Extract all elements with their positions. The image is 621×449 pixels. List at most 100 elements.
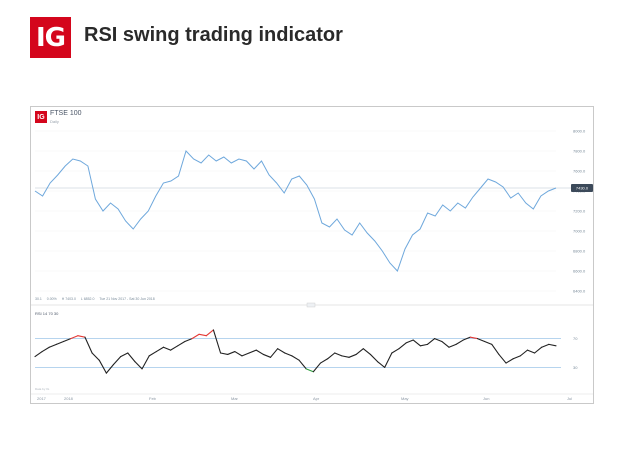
rsi-segment bbox=[77, 335, 86, 338]
rsi-segment bbox=[441, 340, 450, 348]
rsi-segment bbox=[327, 352, 336, 360]
rsi-segment bbox=[362, 348, 371, 355]
rsi-segment bbox=[62, 338, 72, 343]
rsi-segment bbox=[262, 353, 272, 358]
rsi-segment bbox=[234, 351, 243, 357]
rsi-segment bbox=[434, 338, 443, 343]
rsi-settings-label: RSI 14 70 30 bbox=[35, 311, 59, 316]
rsi-segment bbox=[155, 346, 165, 353]
rsi-segment bbox=[241, 352, 250, 357]
rsi-segment bbox=[355, 348, 364, 355]
panel-resize-handle bbox=[306, 302, 316, 308]
rsi-segment bbox=[305, 368, 314, 373]
rsi-segment bbox=[148, 351, 157, 357]
rsi-segment bbox=[384, 352, 393, 368]
rsi-segment bbox=[505, 358, 514, 364]
rsi-level-label: 30 bbox=[573, 365, 578, 370]
rsi-segment bbox=[541, 343, 550, 348]
rsi-level-label: 70 bbox=[573, 336, 578, 341]
rsi-segment bbox=[498, 353, 507, 364]
rsi-segment bbox=[91, 352, 100, 361]
rsi-segment bbox=[369, 353, 379, 363]
rsi-segment bbox=[455, 339, 464, 345]
rsi-segment bbox=[127, 352, 136, 363]
rsi-segment bbox=[70, 335, 79, 340]
ftse-chart[interactable]: 8000.07800.07600.07400.07200.07000.06800… bbox=[31, 107, 593, 403]
rsi-segment bbox=[98, 359, 107, 374]
rsi-segment bbox=[84, 336, 93, 354]
rsi-segment bbox=[334, 352, 343, 357]
rsi-segment bbox=[377, 361, 386, 368]
price-tick-label: 6400.0 bbox=[573, 289, 586, 294]
rsi-segment bbox=[134, 361, 143, 370]
x-tick-label: Apr bbox=[313, 396, 320, 401]
rsi-segment bbox=[227, 351, 236, 355]
rsi-segment bbox=[484, 340, 493, 345]
readout-item: H 7403.0 bbox=[61, 297, 76, 301]
rsi-segment bbox=[269, 348, 279, 358]
rsi-segment bbox=[462, 336, 471, 341]
rsi-segment bbox=[184, 338, 193, 343]
price-tick-label: 8000.0 bbox=[573, 129, 586, 134]
price-tick-label: 7000.0 bbox=[573, 229, 586, 234]
rsi-segment bbox=[170, 345, 179, 351]
price-tick-label: 6600.0 bbox=[573, 269, 586, 274]
readout-item: L 6852.0 bbox=[80, 297, 95, 301]
rsi-segment bbox=[284, 352, 293, 357]
rsi-segment bbox=[220, 352, 229, 355]
x-tick-label: 2018 bbox=[64, 396, 74, 401]
rsi-segment bbox=[412, 339, 421, 347]
rsi-segment bbox=[298, 359, 307, 370]
rsi-segment bbox=[476, 338, 486, 343]
rsi-segment bbox=[112, 356, 122, 366]
instrument-name: FTSE 100 bbox=[50, 110, 82, 117]
rsi-segment bbox=[191, 333, 200, 340]
x-tick-label: 2017 bbox=[37, 396, 47, 401]
chart-panel[interactable]: 8000.07800.07600.07400.07200.07000.06800… bbox=[30, 106, 594, 404]
rsi-segment bbox=[177, 340, 186, 347]
rsi-segment bbox=[491, 343, 500, 355]
rsi-segment bbox=[419, 343, 429, 347]
x-tick-label: Feb bbox=[149, 396, 157, 401]
x-tick-label: Jul bbox=[567, 396, 572, 401]
rsi-segment bbox=[448, 343, 457, 348]
readout-item: 30.1 bbox=[35, 297, 42, 301]
rsi-segment bbox=[469, 336, 479, 340]
price-series-line bbox=[34, 150, 557, 272]
rsi-segment bbox=[519, 349, 529, 357]
rsi-segment bbox=[205, 329, 214, 337]
rsi-segment bbox=[212, 329, 222, 354]
rsi-segment bbox=[120, 352, 129, 358]
rsi-segment bbox=[41, 346, 50, 353]
rsi-segment bbox=[405, 339, 414, 344]
rsi-segment bbox=[198, 333, 207, 337]
instrument-period: Daily bbox=[50, 119, 59, 124]
rsi-segment bbox=[312, 362, 322, 373]
price-tick-label: 7600.0 bbox=[573, 169, 586, 174]
chart-ig-logo: IG bbox=[35, 111, 47, 123]
rsi-segment bbox=[534, 346, 543, 354]
x-tick-label: Jun bbox=[483, 396, 489, 401]
rsi-segment bbox=[248, 349, 257, 354]
current-value-label: 7430.0 bbox=[576, 186, 589, 191]
price-tick-label: 7800.0 bbox=[573, 149, 586, 154]
page-title: RSI swing trading indicator bbox=[84, 24, 343, 46]
rsi-segment bbox=[162, 346, 172, 351]
rsi-segment bbox=[277, 348, 286, 354]
rsi-segment bbox=[55, 340, 65, 345]
current-value-badge bbox=[571, 184, 593, 192]
readout-item: Tue 21 Nov 2017 - Sat 30 Jun 2018 bbox=[99, 297, 155, 301]
rsi-segment bbox=[512, 355, 521, 360]
x-tick-label: May bbox=[401, 396, 409, 401]
price-readout: 30.1 0.00% H 7403.0 L 6852.0 Tue 21 Nov … bbox=[35, 297, 159, 301]
rsi-segment bbox=[391, 348, 400, 354]
rsi-segment bbox=[255, 349, 264, 355]
ig-logo: IG bbox=[30, 17, 71, 58]
rsi-segment bbox=[398, 342, 407, 350]
rsi-segment bbox=[291, 355, 300, 361]
rsi-segment bbox=[319, 358, 329, 364]
rsi-segment bbox=[34, 351, 43, 358]
rsi-segment bbox=[48, 343, 57, 348]
rsi-segment bbox=[526, 349, 536, 354]
rsi-segment bbox=[548, 343, 557, 347]
